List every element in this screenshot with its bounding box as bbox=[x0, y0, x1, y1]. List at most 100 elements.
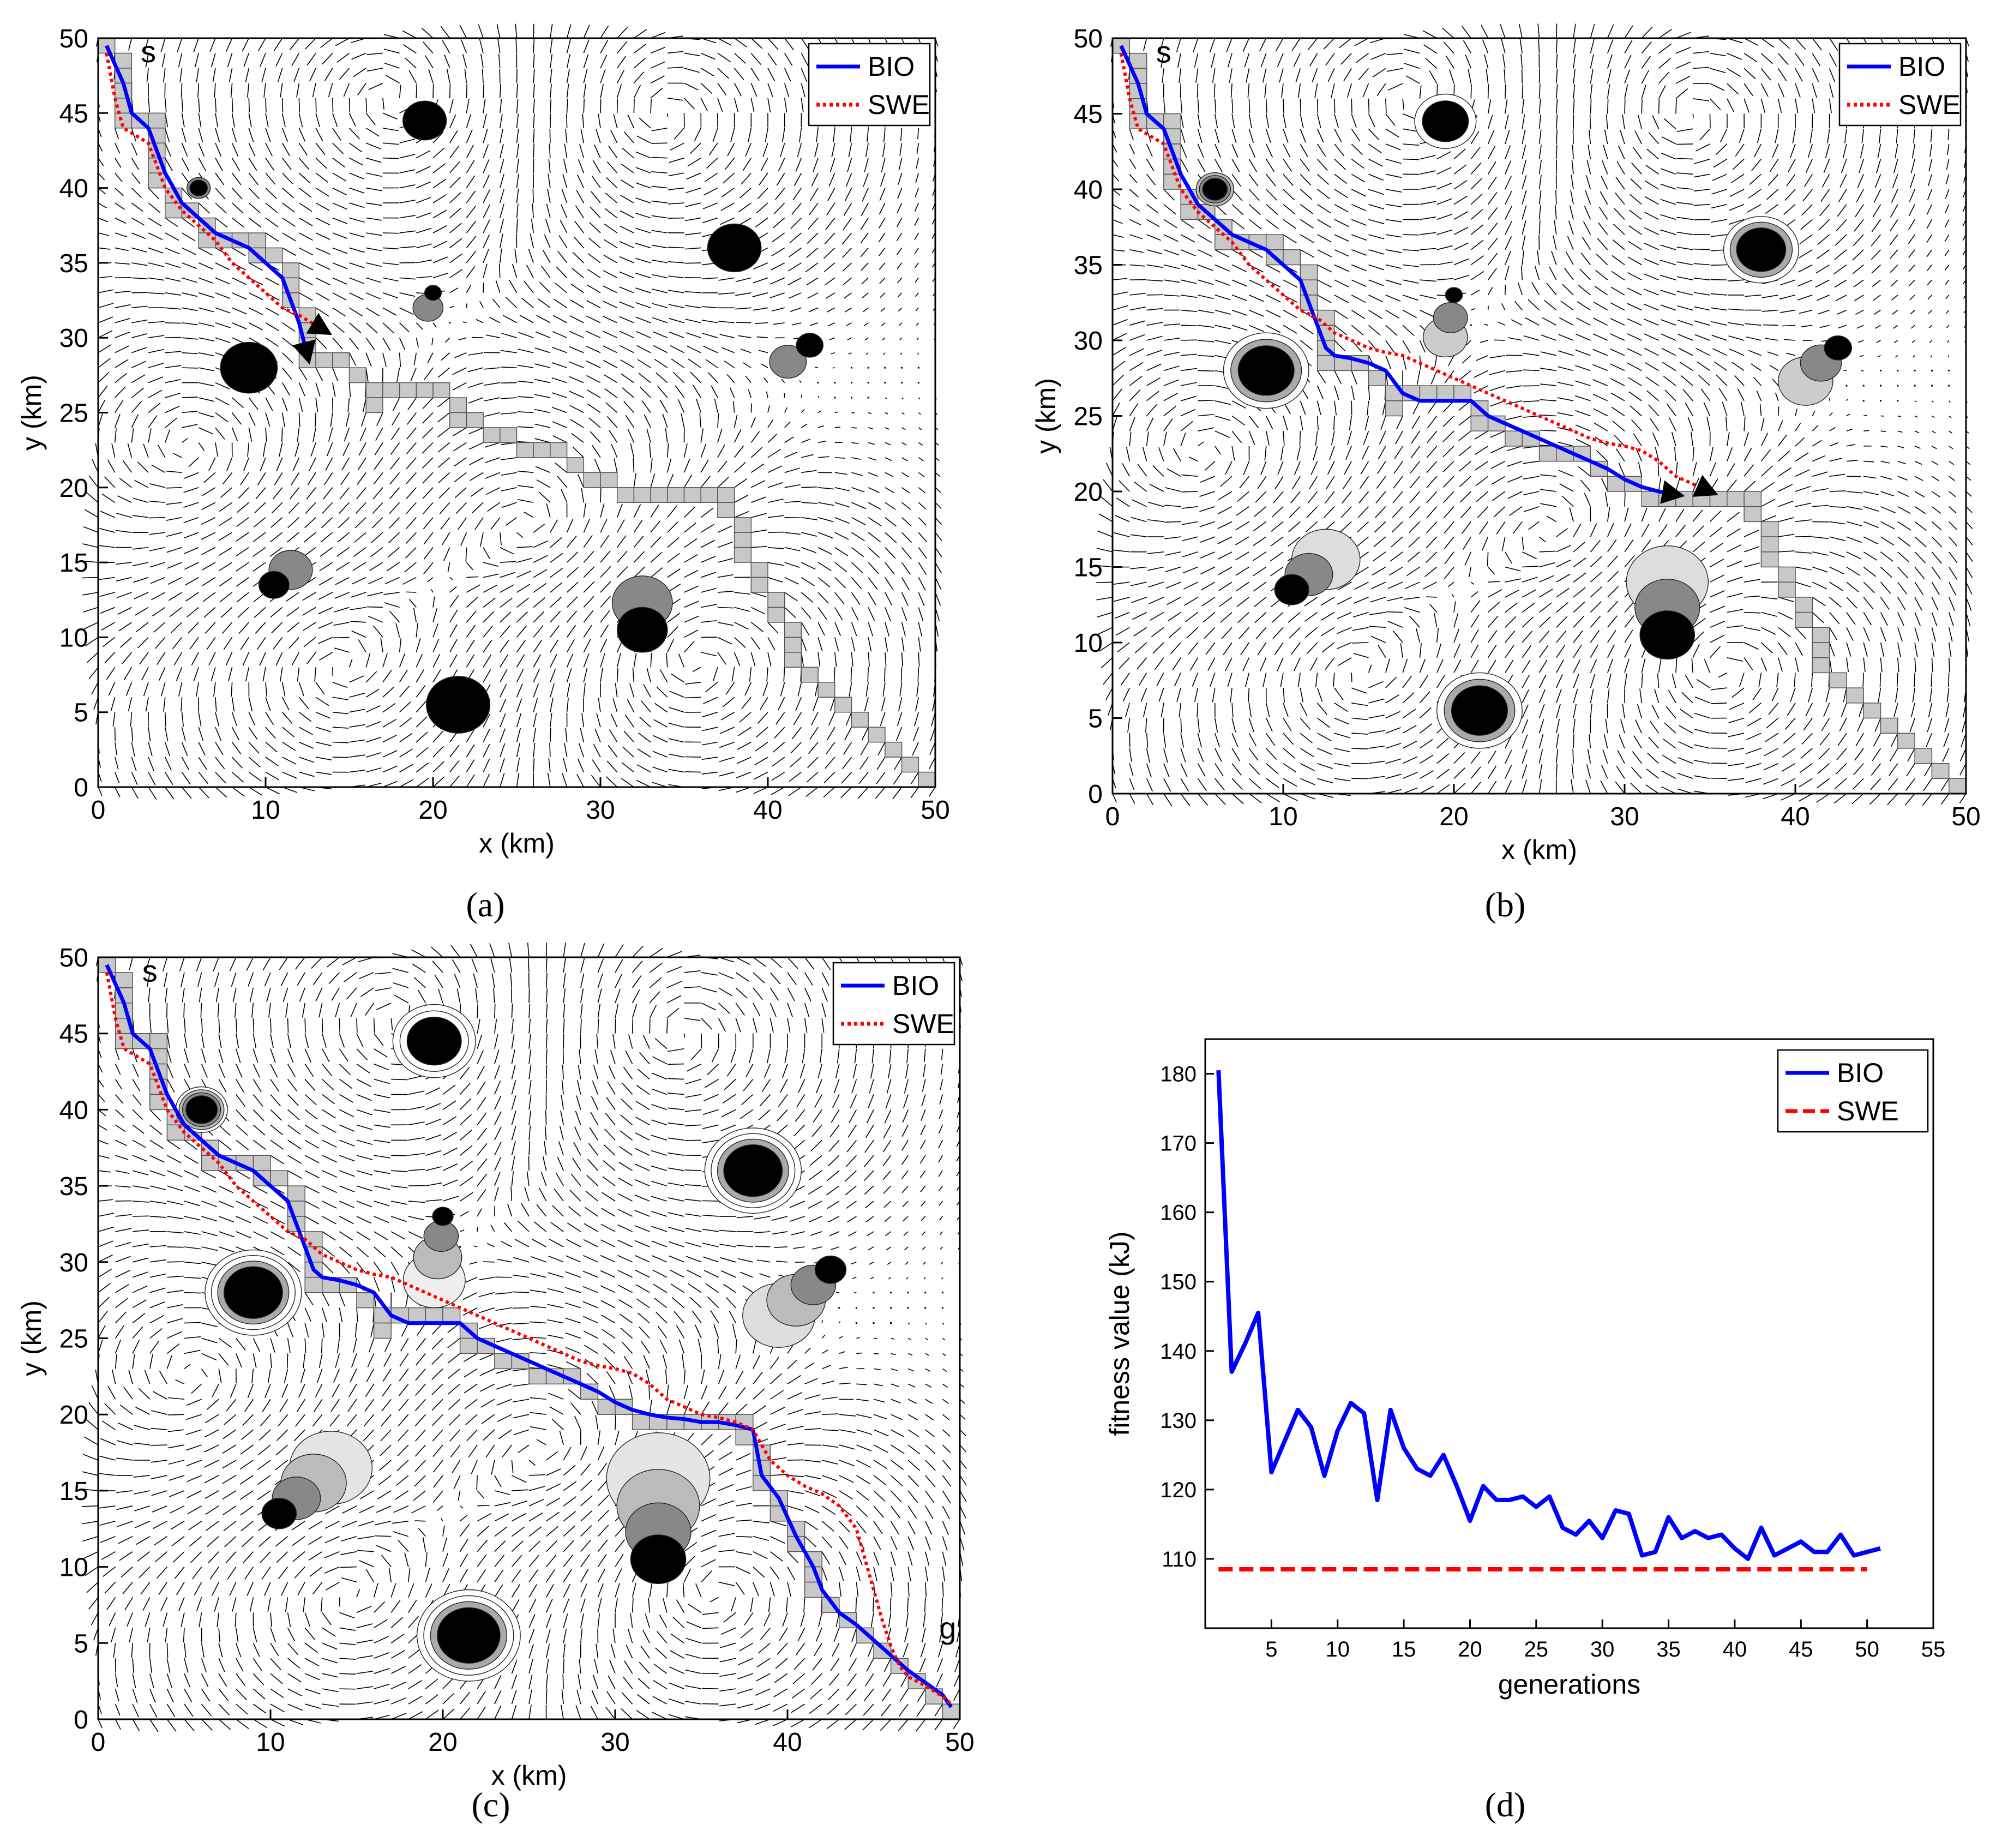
flow-arrow bbox=[914, 232, 919, 241]
flow-arrow bbox=[1693, 173, 1710, 178]
flow-arrow bbox=[1505, 176, 1512, 190]
flow-arrow bbox=[1355, 566, 1369, 576]
flow-arrow bbox=[432, 654, 441, 668]
flow-arrow bbox=[1590, 23, 1595, 39]
legend-label-bio: BIO bbox=[868, 51, 915, 82]
flow-arrow bbox=[1470, 162, 1482, 175]
flow-arrow bbox=[483, 597, 496, 608]
flow-arrow bbox=[315, 682, 325, 695]
flow-arrow bbox=[1163, 189, 1175, 201]
flow-arrow bbox=[462, 321, 467, 323]
flow-arrow bbox=[382, 653, 388, 668]
flow-arrow bbox=[705, 359, 718, 368]
flow-arrow bbox=[500, 698, 507, 713]
flow-arrow bbox=[1522, 114, 1525, 129]
flow-arrow bbox=[322, 52, 333, 65]
flow-arrow bbox=[1768, 703, 1779, 715]
flow-arrow bbox=[1693, 203, 1710, 206]
flow-arrow bbox=[282, 217, 296, 227]
flow-arrow bbox=[1300, 189, 1313, 200]
flow-arrow bbox=[131, 277, 148, 280]
flow-arrow bbox=[315, 727, 332, 733]
flow-arrow bbox=[1169, 627, 1181, 638]
flow-arrow bbox=[753, 307, 768, 311]
flow-arrow bbox=[1531, 281, 1540, 296]
grid-cell bbox=[717, 502, 735, 518]
flow-arrow bbox=[1370, 597, 1386, 603]
flow-arrow bbox=[1574, 365, 1591, 371]
flow-arrow bbox=[1448, 355, 1454, 366]
flow-arrow bbox=[215, 727, 222, 741]
flow-arrow bbox=[1146, 322, 1163, 326]
flow-arrow bbox=[165, 98, 167, 113]
flow-arrow bbox=[291, 472, 300, 485]
flow-arrow bbox=[684, 68, 700, 73]
flow-arrow bbox=[483, 611, 495, 623]
flow-arrow bbox=[1795, 657, 1799, 672]
flow-arrow bbox=[500, 113, 503, 128]
flow-arrow bbox=[702, 333, 718, 338]
flow-arrow bbox=[625, 415, 635, 428]
flow-arrow bbox=[1580, 479, 1591, 492]
flow-arrow bbox=[1264, 446, 1267, 461]
flow-arrow bbox=[272, 487, 283, 500]
flow-arrow bbox=[1385, 113, 1396, 126]
flow-arrow bbox=[399, 139, 416, 143]
flow-arrow bbox=[767, 562, 784, 566]
flow-arrow bbox=[750, 447, 763, 458]
flow-arrow bbox=[1174, 673, 1181, 687]
flow-arrow bbox=[1583, 221, 1591, 235]
flow-arrow bbox=[1369, 611, 1386, 615]
flow-arrow bbox=[484, 442, 501, 448]
flow-arrow bbox=[724, 158, 735, 170]
flow-arrow bbox=[1231, 400, 1247, 409]
flow-arrow bbox=[1316, 687, 1323, 702]
flow-arrow bbox=[1758, 673, 1762, 687]
flow-arrow bbox=[1098, 627, 1113, 635]
flow-arrow bbox=[181, 742, 188, 756]
flow-arrow bbox=[1590, 571, 1603, 583]
flow-arrow bbox=[650, 536, 662, 548]
flow-arrow bbox=[1624, 523, 1632, 537]
flow-arrow bbox=[332, 128, 341, 141]
flow-arrow bbox=[1710, 234, 1727, 237]
flow-arrow bbox=[569, 376, 584, 383]
flow-arrow bbox=[1714, 361, 1728, 371]
flow-arrow bbox=[583, 668, 588, 682]
flow-arrow bbox=[1676, 217, 1693, 220]
flow-arrow bbox=[840, 787, 852, 799]
flow-arrow bbox=[1522, 145, 1526, 159]
flow-arrow bbox=[1660, 244, 1676, 250]
flow-arrow bbox=[1567, 236, 1574, 250]
flow-arrow bbox=[606, 416, 618, 428]
flow-arrow bbox=[1745, 295, 1761, 297]
flow-arrow bbox=[1253, 551, 1267, 561]
flow-arrow bbox=[603, 374, 618, 383]
flow-arrow bbox=[865, 143, 869, 158]
flow-arrow bbox=[432, 163, 446, 173]
flow-arrow bbox=[685, 305, 701, 309]
flow-arrow bbox=[483, 174, 490, 188]
flow-arrow bbox=[427, 352, 434, 363]
flow-arrow bbox=[120, 637, 132, 648]
flow-arrow bbox=[516, 143, 519, 158]
flow-arrow bbox=[416, 669, 425, 683]
flow-arrow bbox=[483, 640, 492, 653]
flow-arrow bbox=[879, 277, 886, 284]
flow-arrow bbox=[518, 499, 534, 503]
flow-arrow bbox=[1645, 362, 1660, 371]
flow-arrow bbox=[221, 622, 233, 634]
flow-arrow bbox=[500, 611, 512, 623]
flow-arrow bbox=[424, 367, 434, 380]
flow-arrow bbox=[483, 205, 490, 218]
flow-arrow bbox=[613, 113, 618, 128]
flow-arrow bbox=[552, 435, 567, 443]
flow-arrow bbox=[115, 386, 126, 398]
flow-arrow bbox=[686, 345, 701, 353]
flow-arrow bbox=[181, 98, 184, 113]
flow-arrow bbox=[734, 511, 749, 518]
flow-arrow bbox=[1198, 249, 1213, 257]
flow-arrow bbox=[1815, 264, 1830, 274]
flow-arrow bbox=[1844, 129, 1847, 143]
flow-arrow bbox=[1163, 793, 1173, 807]
